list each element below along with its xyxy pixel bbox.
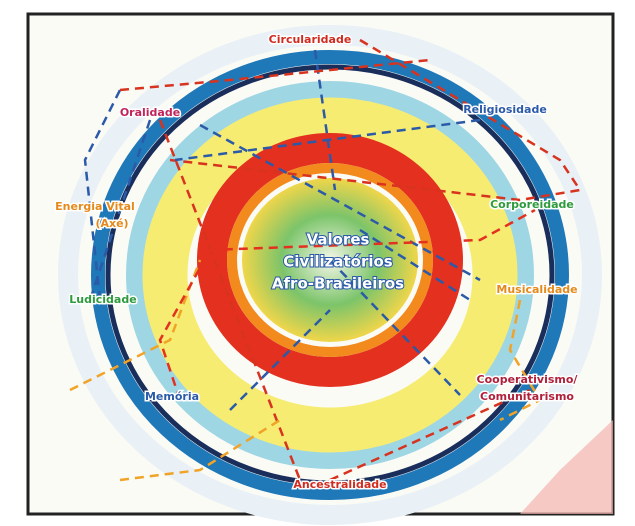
node-label: Energia Vital: [55, 200, 135, 213]
connectors: [69, 38, 583, 482]
corner-shade: [520, 420, 613, 514]
center-label: Valores Civilizatórios Afro-Brasileiros: [271, 230, 405, 294]
node-label: Memória: [145, 390, 199, 403]
node-label: Oralidade: [120, 106, 180, 119]
node-label: (Axé): [95, 217, 128, 230]
nodes: Circularidade Religiosidade Oralidade En…: [54, 32, 580, 493]
node-label: Religiosidade: [463, 103, 547, 116]
node-label: Musicalidade: [496, 283, 577, 296]
center-line: Civilizatórios: [283, 253, 393, 271]
center-line: Valores: [307, 231, 370, 249]
node-label: Circularidade: [269, 33, 352, 46]
node-label: Corporeidade: [490, 198, 574, 211]
node-label: Comunitarismo: [480, 390, 574, 403]
node-label: Cooperativismo/: [477, 373, 579, 386]
node-label: Ludicidade: [69, 293, 136, 306]
node-label: Ancestralidade: [293, 478, 386, 491]
center-line: Afro-Brasileiros: [272, 275, 404, 293]
